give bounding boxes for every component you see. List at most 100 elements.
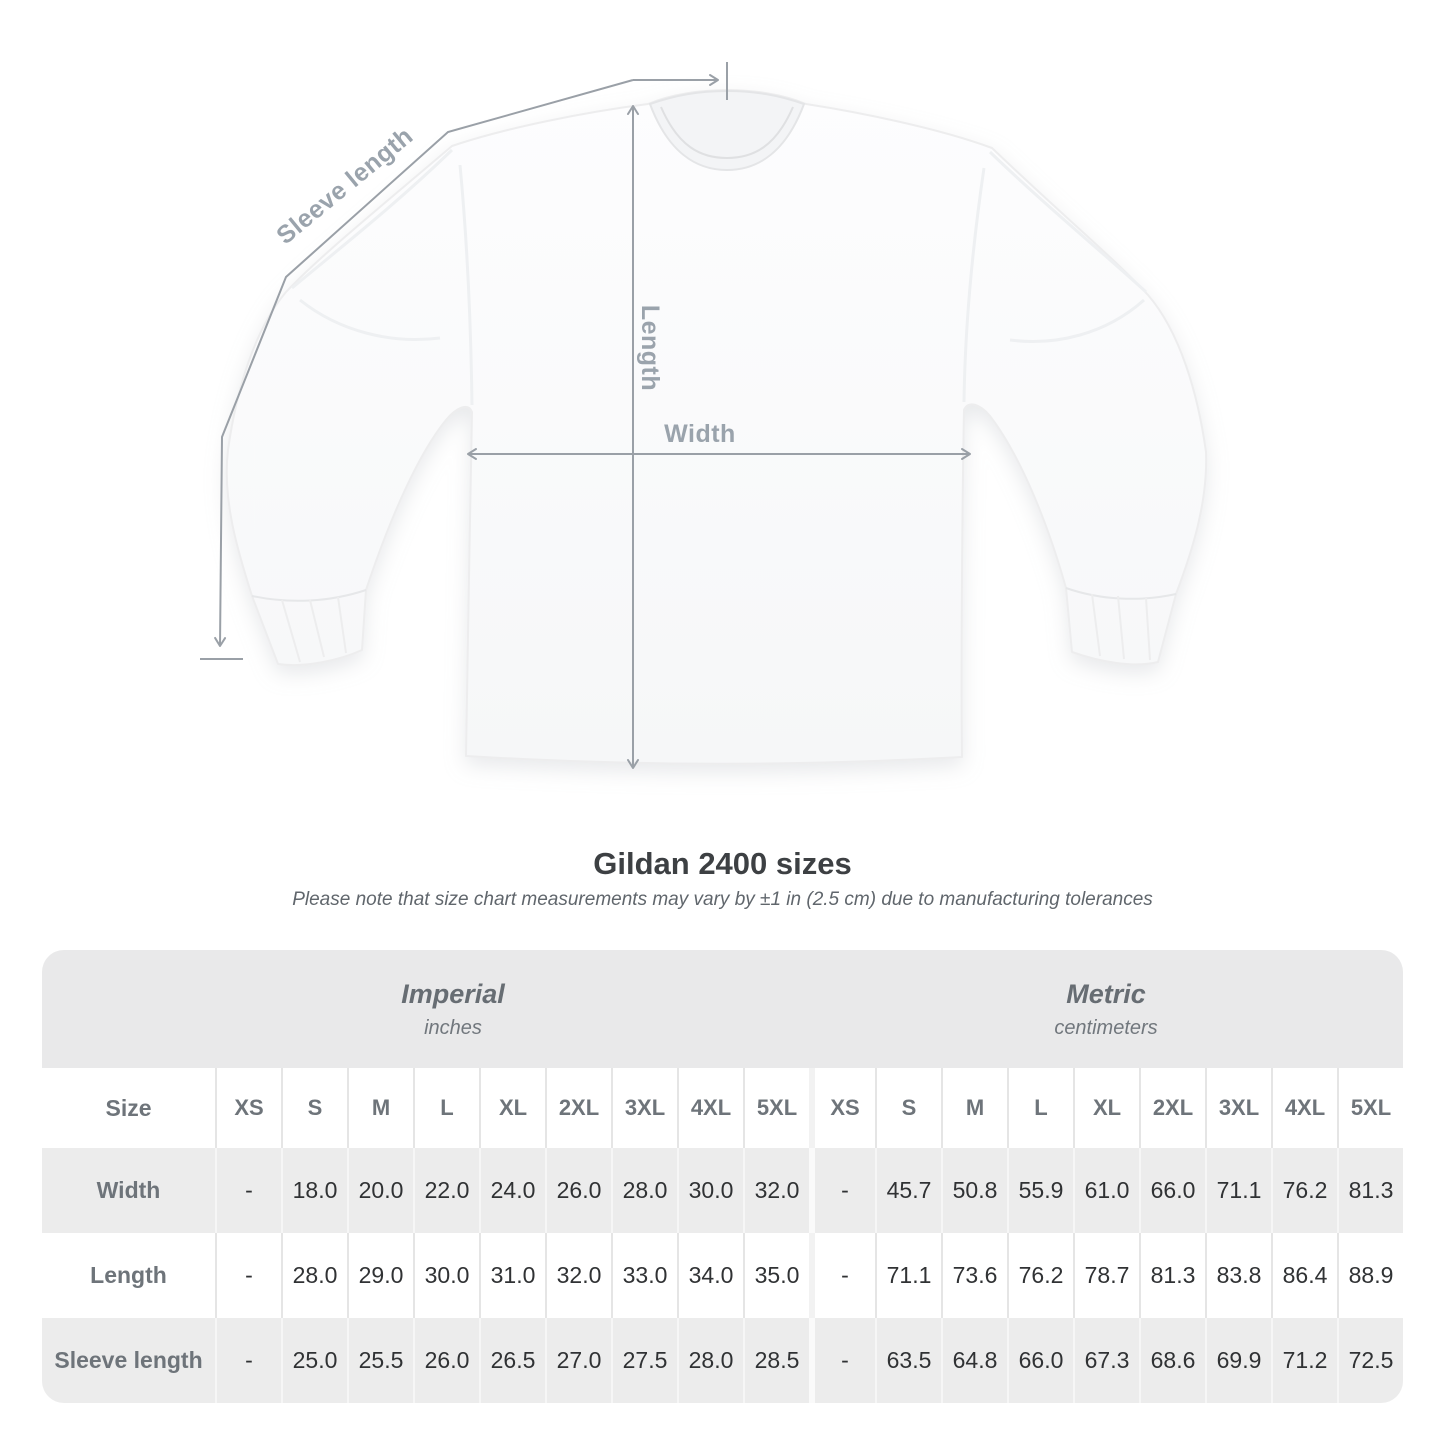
table-cell: 30.0: [677, 1148, 743, 1233]
table-cell: 29.0: [347, 1233, 413, 1318]
table-cell: 25.5: [347, 1318, 413, 1403]
table-cell: -: [809, 1233, 875, 1318]
collar-rib-line: [660, 106, 794, 160]
table-cell: 72.5: [1337, 1318, 1403, 1403]
table-cell: 66.0: [1139, 1148, 1205, 1233]
table-cell: 34.0: [677, 1233, 743, 1318]
table-cell: -: [215, 1318, 281, 1403]
table-cell: 68.6: [1139, 1318, 1205, 1403]
table-cell: -: [809, 1318, 875, 1403]
table-cell: 69.9: [1205, 1318, 1271, 1403]
sleeve-length-arrow: [214, 79, 634, 647]
size-header: M: [941, 1068, 1007, 1148]
table-cell: 32.0: [743, 1148, 809, 1233]
page-subtitle: Please note that size chart measurements…: [292, 889, 1153, 910]
right-cuff: [1065, 587, 1177, 661]
table-cell: 26.0: [413, 1318, 479, 1403]
table-cell: 55.9: [1007, 1148, 1073, 1233]
size-header: 4XL: [1271, 1068, 1337, 1148]
row-label: Sleeve length: [42, 1318, 215, 1403]
size-header: XL: [1073, 1068, 1139, 1148]
fabric-creases: [291, 148, 1148, 406]
size-table: Imperial inches Metric centimeters Size …: [42, 950, 1403, 1403]
table-cell: 28.0: [677, 1318, 743, 1403]
size-header: 2XL: [1139, 1068, 1205, 1148]
table-cell: 33.0: [611, 1233, 677, 1318]
size-header: L: [1007, 1068, 1073, 1148]
table-cell: 67.3: [1073, 1318, 1139, 1403]
table-cell: 81.3: [1139, 1233, 1205, 1318]
sleeve-length-row: Sleeve length - 25.0 25.5 26.0 26.5 27.0…: [42, 1318, 1403, 1403]
table-cell: 76.2: [1271, 1148, 1337, 1233]
size-header: XS: [809, 1068, 875, 1148]
size-column-header: Size: [42, 1068, 215, 1148]
table-cell: 78.7: [1073, 1233, 1139, 1318]
table-cell: 27.5: [611, 1318, 677, 1403]
table-cell: -: [215, 1233, 281, 1318]
table-cell: 26.5: [479, 1318, 545, 1403]
size-header: 4XL: [677, 1068, 743, 1148]
size-header: XS: [215, 1068, 281, 1148]
table-cell: 31.0: [479, 1233, 545, 1318]
heading-block: Gildan 2400 sizes Please note that size …: [0, 846, 1445, 912]
table-cell: 71.1: [1205, 1148, 1271, 1233]
table-cell: 26.0: [545, 1148, 611, 1233]
metric-label: Metric: [1066, 978, 1146, 1009]
table-cell: 76.2: [1007, 1233, 1073, 1318]
unit-group-metric: Metric centimeters: [809, 950, 1403, 1068]
page-title: Gildan 2400 sizes: [593, 846, 852, 881]
row-label: Length: [42, 1233, 215, 1318]
table-cell: 35.0: [743, 1233, 809, 1318]
table-cell: -: [809, 1148, 875, 1233]
table-cell: 25.0: [281, 1318, 347, 1403]
table-cell: 71.2: [1271, 1318, 1337, 1403]
table-cell: 83.8: [1205, 1233, 1271, 1318]
table-cell: -: [215, 1148, 281, 1233]
table-cell: 73.6: [941, 1233, 1007, 1318]
shirt-diagram: Sleeve length Length Width: [200, 62, 1208, 769]
size-header: 5XL: [743, 1068, 809, 1148]
size-header: 5XL: [1337, 1068, 1403, 1148]
size-header: 3XL: [1205, 1068, 1271, 1148]
size-header: 2XL: [545, 1068, 611, 1148]
metric-sublabel: centimeters: [1054, 1016, 1158, 1039]
row-label: Width: [42, 1148, 215, 1233]
table-cell: 24.0: [479, 1148, 545, 1233]
size-header: S: [875, 1068, 941, 1148]
size-header: XL: [479, 1068, 545, 1148]
table-cell: 28.0: [281, 1233, 347, 1318]
width-row: Width - 18.0 20.0 22.0 24.0 26.0 28.0 30…: [42, 1148, 1403, 1233]
left-cuff: [251, 589, 367, 663]
table-cell: 32.0: [545, 1233, 611, 1318]
table-cell: 18.0: [281, 1148, 347, 1233]
table-cell: 45.7: [875, 1148, 941, 1233]
shirt-body: [225, 89, 1208, 765]
table-cell: 30.0: [413, 1233, 479, 1318]
table-cell: 28.0: [611, 1148, 677, 1233]
unit-group-imperial: Imperial inches: [42, 950, 809, 1068]
collar: [648, 89, 806, 172]
imperial-label: Imperial: [401, 978, 505, 1009]
table-cell: 28.5: [743, 1318, 809, 1403]
table-cell: 88.9: [1337, 1233, 1403, 1318]
size-header: S: [281, 1068, 347, 1148]
size-header: M: [347, 1068, 413, 1148]
table-cell: 71.1: [875, 1233, 941, 1318]
table-cell: 27.0: [545, 1318, 611, 1403]
length-label: Length: [636, 305, 664, 391]
table-cell: 86.4: [1271, 1233, 1337, 1318]
length-row: Length - 28.0 29.0 30.0 31.0 32.0 33.0 3…: [42, 1233, 1403, 1318]
size-header-row: Size XS S M L XL 2XL 3XL 4XL 5XL XS S M …: [42, 1068, 1403, 1148]
table-cell: 22.0: [413, 1148, 479, 1233]
table-cell: 61.0: [1073, 1148, 1139, 1233]
width-label: Width: [664, 420, 736, 448]
table-cell: 66.0: [1007, 1318, 1073, 1403]
imperial-sublabel: inches: [424, 1016, 482, 1039]
size-header: 3XL: [611, 1068, 677, 1148]
size-header: L: [413, 1068, 479, 1148]
table-cell: 81.3: [1337, 1148, 1403, 1233]
unit-band: Imperial inches Metric centimeters: [42, 950, 1403, 1068]
table-cell: 64.8: [941, 1318, 1007, 1403]
table-cell: 20.0: [347, 1148, 413, 1233]
